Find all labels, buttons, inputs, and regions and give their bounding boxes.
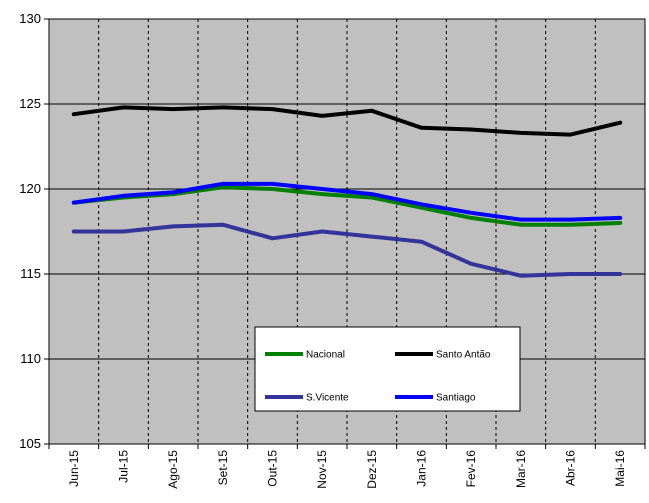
x-tick-label: Mai-16 — [613, 450, 627, 487]
legend-label: S.Vicente — [306, 393, 349, 404]
x-tick-label: Jan-16 — [415, 450, 429, 487]
y-tick-label: 125 — [19, 96, 41, 111]
x-tick-label: Jun-15 — [67, 450, 81, 487]
series-lines — [71, 105, 623, 278]
x-tick-label: Ago-15 — [166, 450, 180, 489]
y-tick-label: 130 — [19, 11, 41, 26]
x-tick-label: Dez-15 — [365, 450, 379, 489]
x-axis: Jun-15 Jul-15 Ago-15 Set-15 Out-15 Nov-15 Dez-… — [48, 444, 646, 489]
series-line — [71, 105, 623, 137]
legend: Nacional Santo Antão S.Vicente Santiago — [254, 326, 521, 412]
x-tick-label: Nov-15 — [315, 450, 329, 489]
y-tick-label: 105 — [19, 436, 41, 451]
x-tick-label: Jul-15 — [117, 450, 131, 483]
y-tick-label: 120 — [19, 181, 41, 196]
x-tick-label: Mar-16 — [514, 450, 528, 488]
x-tick-label: Set-15 — [216, 450, 230, 486]
x-tick-label: Out-15 — [266, 450, 280, 487]
legend-label: Santiago — [436, 393, 476, 404]
series-line — [71, 181, 623, 222]
y-tick-label: 115 — [20, 266, 41, 281]
y-tick-label: 110 — [20, 351, 41, 366]
series-line — [71, 222, 623, 278]
x-tick-label: Fev-16 — [464, 450, 478, 488]
legend-label: Santo Antão — [436, 350, 491, 361]
x-tick-label: Abr-16 — [564, 450, 578, 486]
y-axis: 105 110 115 120 125 130 — [19, 11, 49, 451]
legend-label: Nacional — [306, 350, 345, 361]
